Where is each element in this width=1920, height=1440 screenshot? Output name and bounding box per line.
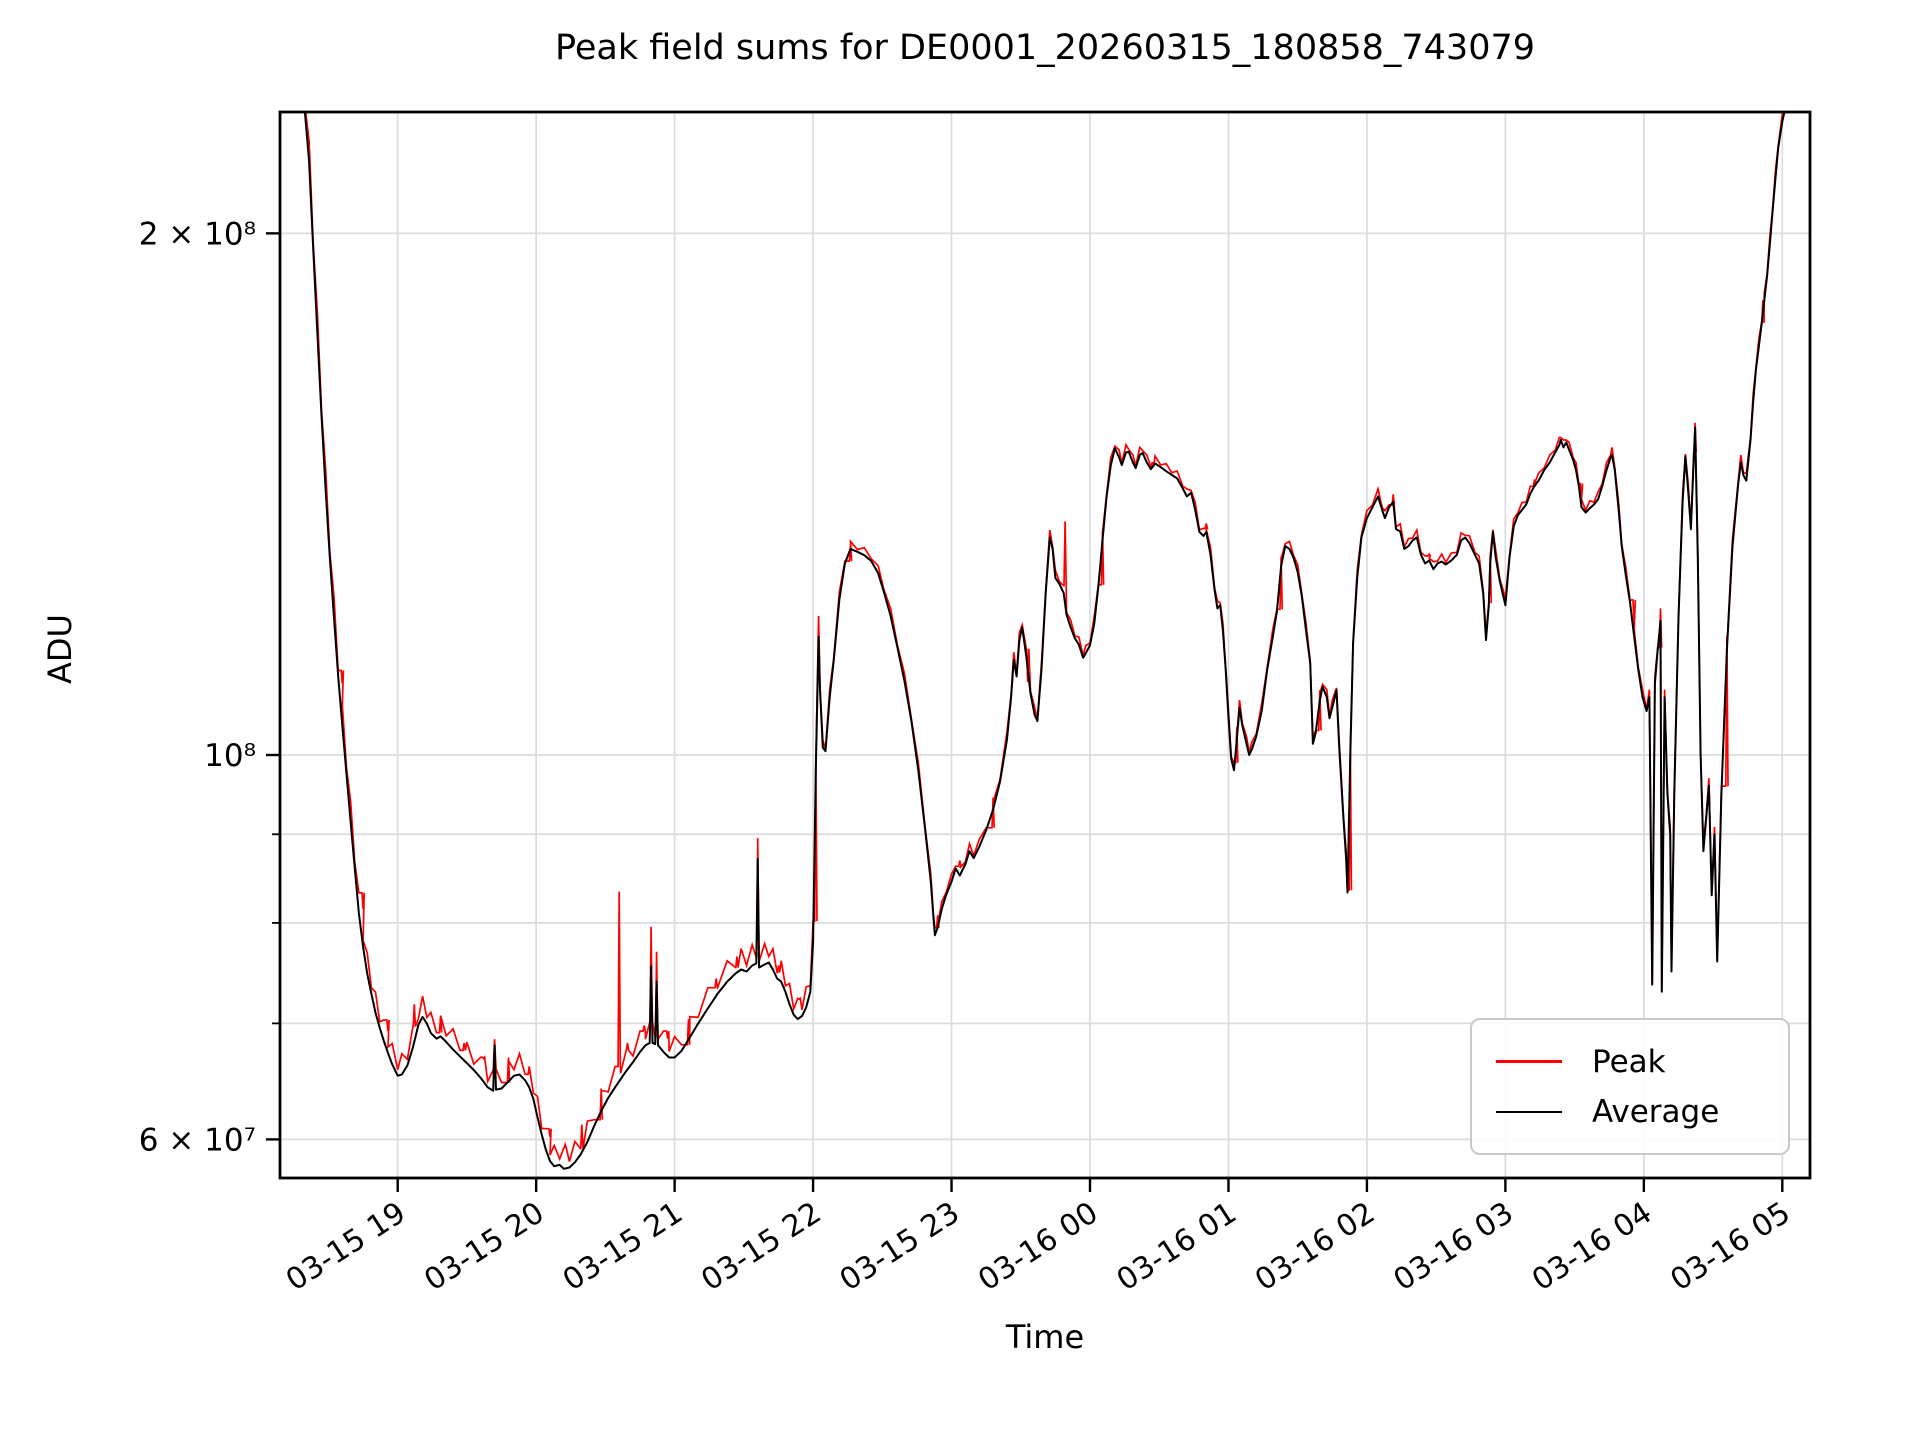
plot-border bbox=[278, 110, 1812, 1180]
x-tick-label: 03-15 23 bbox=[834, 1195, 966, 1298]
average-line-swatch bbox=[1496, 1110, 1562, 1113]
x-tick-label: 03-15 22 bbox=[695, 1195, 827, 1298]
x-axis-title: Time bbox=[1005, 1318, 1085, 1356]
y-tick-label: 10⁸ bbox=[204, 738, 256, 774]
x-tick-label: 03-16 00 bbox=[972, 1195, 1104, 1298]
legend-box: Peak Average bbox=[1470, 1018, 1790, 1155]
average-series-line bbox=[303, 112, 1786, 1170]
y-tick-label: 2 × 10⁸ bbox=[139, 216, 256, 252]
legend-label-average: Average bbox=[1592, 1093, 1720, 1130]
x-tick-label: 03-16 05 bbox=[1664, 1195, 1796, 1298]
x-tick-label: 03-15 20 bbox=[418, 1195, 550, 1298]
x-tick-label: 03-16 03 bbox=[1388, 1195, 1520, 1298]
y-axis-title: ADU bbox=[41, 614, 79, 684]
chart-title: Peak field sums for DE0001_20260315_1808… bbox=[555, 28, 1535, 68]
y-tick-label: 6 × 10⁷ bbox=[139, 1122, 256, 1158]
legend-label-peak: Peak bbox=[1592, 1043, 1666, 1080]
legend-item-average: Average bbox=[1472, 1094, 1788, 1130]
x-tick-label: 03-15 21 bbox=[557, 1195, 689, 1298]
x-tick-label: 03-16 02 bbox=[1249, 1195, 1381, 1298]
peak-series-line bbox=[304, 112, 1784, 1162]
x-tick-label: 03-16 01 bbox=[1111, 1195, 1243, 1298]
legend-item-peak: Peak bbox=[1472, 1044, 1788, 1080]
x-tick-label: 03-15 19 bbox=[280, 1195, 412, 1298]
peak-line-swatch bbox=[1496, 1060, 1562, 1063]
x-tick-label: 03-16 04 bbox=[1526, 1195, 1658, 1298]
